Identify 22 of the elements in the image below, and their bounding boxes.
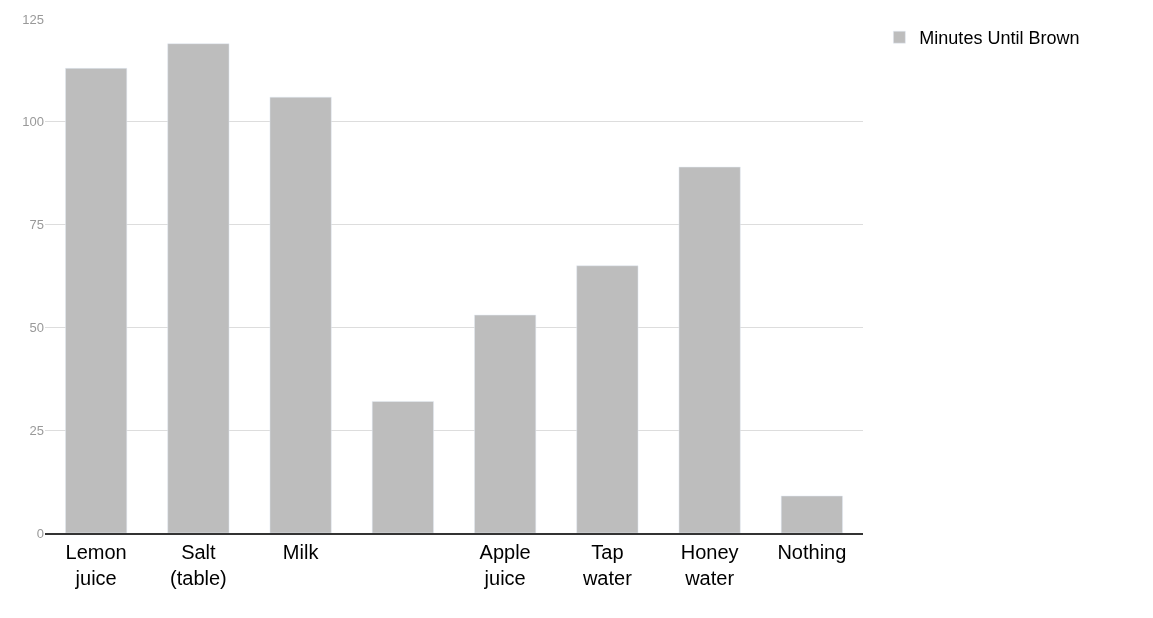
bar [371, 401, 434, 533]
y-tick-label: 75 [29, 217, 44, 233]
x-tick-label: Tap water [581, 541, 633, 589]
bar [269, 96, 332, 533]
bar [576, 265, 639, 533]
bar [474, 314, 537, 533]
bar [780, 495, 843, 533]
y-tick-label: 25 [29, 422, 44, 438]
y-tick-label: 100 [22, 114, 44, 130]
x-tick-label: Nothing [777, 541, 847, 563]
x-tick-label: Apple juice [479, 541, 531, 589]
x-tick-label: Salt (table) [170, 541, 227, 589]
y-tick-label: 0 [36, 525, 44, 541]
y-tick-label: 50 [29, 319, 44, 335]
x-tick-label: Lemon juice [65, 541, 127, 589]
x-tick-label: Honey water [680, 541, 739, 589]
bar [678, 166, 741, 533]
bar [65, 68, 128, 533]
legend-label: Minutes Until Brown [919, 28, 1080, 49]
bar [167, 43, 230, 533]
x-tick-label: Milk [282, 541, 320, 563]
y-tick-label: 125 [22, 11, 44, 27]
